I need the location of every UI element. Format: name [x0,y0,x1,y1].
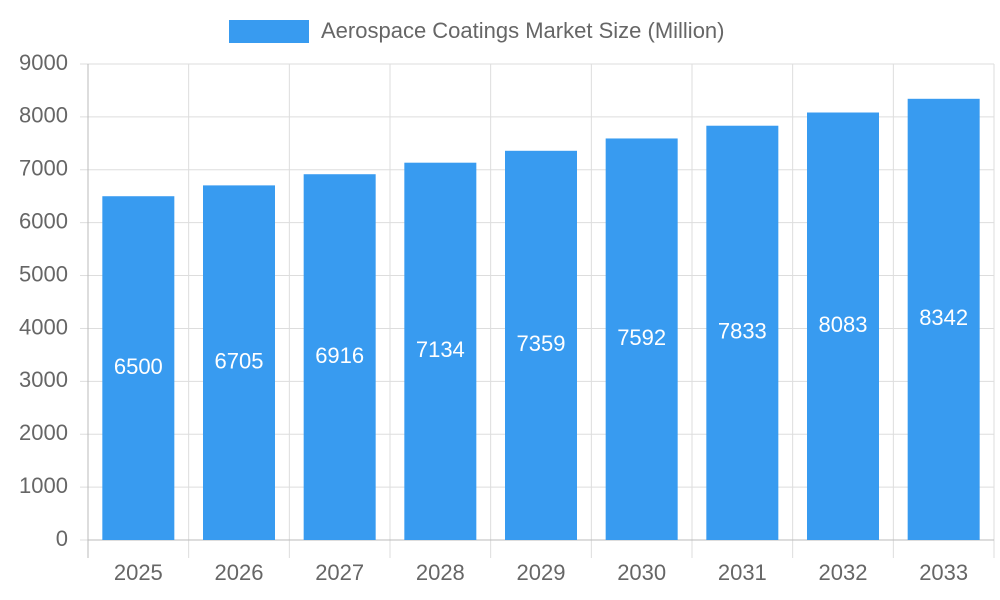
y-tick-label: 7000 [19,156,68,181]
x-tick-label: 2033 [919,560,968,585]
value-label: 6500 [114,354,163,379]
value-label: 8083 [819,312,868,337]
y-tick-label: 2000 [19,420,68,445]
y-tick-label: 4000 [19,314,68,339]
value-label: 6916 [315,343,364,368]
x-tick-label: 2027 [315,560,364,585]
y-tick-label: 3000 [19,367,68,392]
legend-label: Aerospace Coatings Market Size (Million) [321,18,725,43]
bar [807,112,879,540]
bar [505,150,577,541]
y-tick-label: 1000 [19,473,68,498]
x-tick-label: 2028 [416,560,465,585]
bar [102,196,175,540]
y-tick-label: 8000 [19,103,68,128]
y-tick-label: 9000 [19,50,68,75]
value-label: 7359 [517,331,566,356]
value-label: 6705 [215,349,264,374]
y-tick-label: 5000 [19,261,68,286]
y-tick-label: 6000 [19,208,68,233]
x-tick-label: 2029 [517,560,566,585]
bar [907,98,980,540]
x-tick-label: 2026 [215,560,264,585]
x-tick-label: 2030 [617,560,666,585]
bar [706,125,779,540]
x-tick-label: 2032 [819,560,868,585]
value-label: 7592 [617,325,666,350]
value-label: 7134 [416,337,465,362]
value-label: 8342 [919,305,968,330]
x-tick-label: 2031 [718,560,767,585]
value-label: 7833 [718,319,767,344]
y-tick-label: 0 [56,526,68,551]
bar [605,138,678,540]
bar [404,162,477,540]
bar [203,185,275,540]
x-tick-label: 2025 [114,560,163,585]
bar [303,174,376,540]
legend-swatch [229,20,309,43]
